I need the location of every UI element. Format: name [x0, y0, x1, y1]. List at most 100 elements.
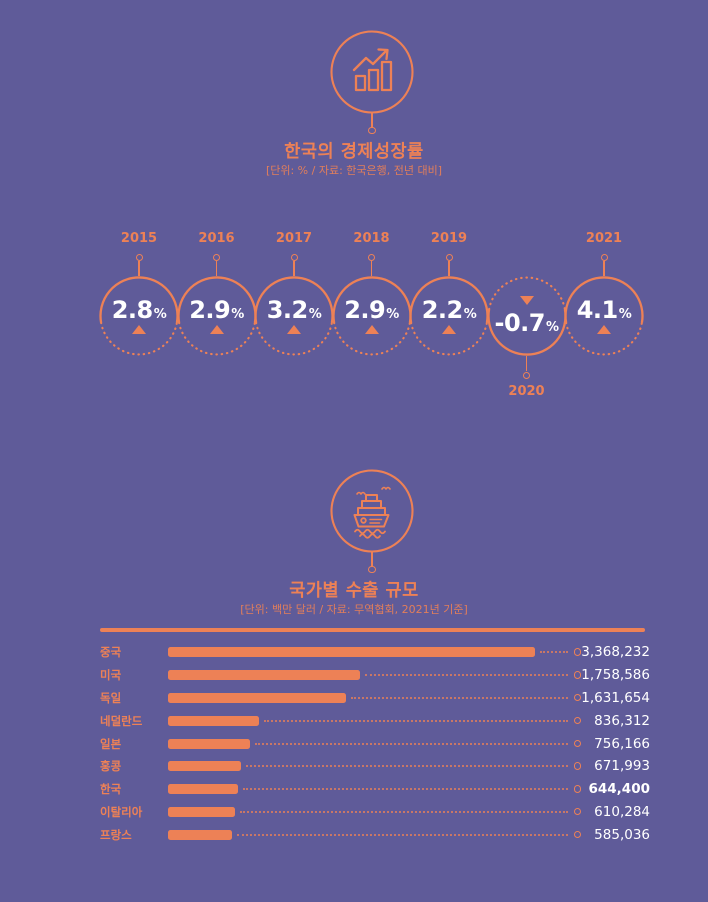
value-label: 1,631,654: [581, 689, 650, 706]
badge-ring: [176, 276, 257, 356]
row-marker-dot: [574, 693, 582, 702]
growth-number: 2.8: [111, 296, 154, 324]
export-section-subtitle: [단위: 백만 달러 / 자료: 무역협회, 2021년 기준]: [240, 603, 468, 616]
value-label: 671,993: [594, 758, 650, 775]
country-label: 이탈리아: [100, 804, 143, 819]
growth-chart-icon: [330, 30, 414, 114]
connector-dot: [523, 372, 530, 379]
up-triangle-icon: [442, 325, 456, 334]
percent-sign: %: [153, 307, 167, 322]
bar-fill: [168, 829, 232, 840]
growth-value: -0.7%: [487, 310, 567, 336]
connector-line: [138, 261, 140, 276]
value-label: 610,284: [594, 803, 650, 820]
row-marker-dot: [574, 830, 582, 839]
bar-row-germany: 독일 1,631,654: [100, 687, 650, 710]
year-label: 2016: [198, 231, 235, 246]
leader-dots: [243, 788, 568, 791]
row-marker-dot: [574, 671, 582, 679]
leader-dots: [239, 810, 568, 813]
bar-fill: [168, 670, 360, 681]
up-triangle-icon: [597, 325, 611, 334]
growth-number: -0.7: [494, 309, 545, 337]
export-bar-chart: 중국 3,368,232 미국 1,758,586 독일 1,631,654 네…: [100, 641, 650, 846]
row-marker-dot: [574, 739, 582, 747]
bar-fill: [168, 761, 242, 772]
bar-fill: [168, 806, 235, 817]
value-label: 3,368,232: [581, 644, 650, 661]
bar-fill: [168, 738, 251, 749]
connector-line: [371, 551, 373, 566]
connector-dot: [290, 254, 298, 261]
growth-value: 3.2%: [254, 297, 334, 323]
year-label: 2018: [353, 231, 390, 246]
growth-year-badge-2018: 2018 2.9%: [331, 225, 412, 410]
badge-ring: [409, 276, 489, 356]
growth-value: 2.9%: [332, 297, 412, 323]
row-marker-dot: [574, 648, 582, 656]
up-triangle-icon: [132, 325, 146, 334]
bar-row-japan: 일본 756,166: [100, 732, 650, 755]
connector-dot: [368, 254, 375, 261]
value-label: 756,166: [594, 735, 650, 752]
leader-dots: [236, 833, 568, 836]
country-label: 한국: [100, 782, 122, 797]
country-label: 독일: [100, 690, 122, 705]
connector-line: [371, 113, 373, 127]
leader-dots: [540, 651, 568, 654]
country-label: 일본: [100, 736, 122, 751]
growth-number: 2.9: [189, 296, 231, 324]
row-marker-dot: [574, 716, 582, 725]
bar-row-france: 프랑스 585,036: [100, 823, 650, 846]
country-label: 프랑스: [100, 827, 132, 842]
connector-dot: [368, 565, 376, 573]
growth-section-title: 한국의 경제성장률: [284, 142, 424, 162]
value-label: 585,036: [594, 826, 650, 843]
row-marker-dot: [574, 785, 582, 793]
growth-value: 4.1%: [564, 297, 644, 323]
growth-year-badge-2016: 2016 2.9%: [176, 225, 257, 410]
leader-dots: [264, 719, 568, 722]
leader-dots: [350, 696, 568, 699]
connector-dot: [368, 127, 376, 135]
growth-section-subtitle: [단위: % / 자료: 한국은행, 전년 대비]: [265, 164, 443, 177]
year-label: 2020: [508, 384, 545, 399]
country-label: 홍콩: [100, 759, 122, 774]
growth-year-badge-2017: 2017 3.2%: [254, 225, 334, 410]
row-marker-dot: [574, 762, 582, 770]
connector-line: [525, 356, 528, 371]
value-label: 836,312: [594, 712, 650, 729]
bar-row-china: 중국 3,368,232: [100, 641, 650, 664]
year-label: 2021: [585, 231, 623, 246]
growth-value: 2.8%: [99, 297, 179, 323]
up-triangle-icon: [209, 325, 224, 334]
leader-dots: [246, 765, 568, 768]
percent-sign: %: [618, 307, 632, 322]
connector-dot: [135, 254, 143, 261]
connector-dot: [445, 254, 453, 261]
country-label: 미국: [100, 668, 122, 683]
year-label: 2019: [430, 231, 468, 246]
growth-year-badge-2021: 2021 4.1%: [564, 225, 644, 410]
up-triangle-icon: [364, 325, 379, 334]
down-triangle-icon: [519, 296, 534, 305]
bar-fill: [168, 692, 346, 703]
value-label: 1,758,586: [581, 667, 650, 684]
up-triangle-icon: [287, 325, 301, 334]
growth-value: 2.9%: [177, 297, 257, 323]
percent-sign: %: [545, 320, 559, 335]
bar-fill: [168, 715, 260, 726]
percent-sign: %: [386, 307, 399, 322]
bar-row-italy: 이탈리아 610,284: [100, 801, 650, 824]
percent-sign: %: [463, 307, 477, 322]
country-label: 중국: [100, 645, 122, 660]
year-label: 2015: [120, 231, 158, 246]
export-section-title: 국가별 수출 규모: [289, 581, 419, 601]
value-label: 644,400: [588, 781, 651, 798]
growth-year-badge-2015: 2015 2.8%: [99, 225, 179, 410]
connector-line: [215, 261, 218, 276]
connector-dot: [213, 254, 220, 261]
bar-row-korea: 한국 644,400: [100, 778, 650, 801]
chart-divider-line: [100, 628, 645, 632]
